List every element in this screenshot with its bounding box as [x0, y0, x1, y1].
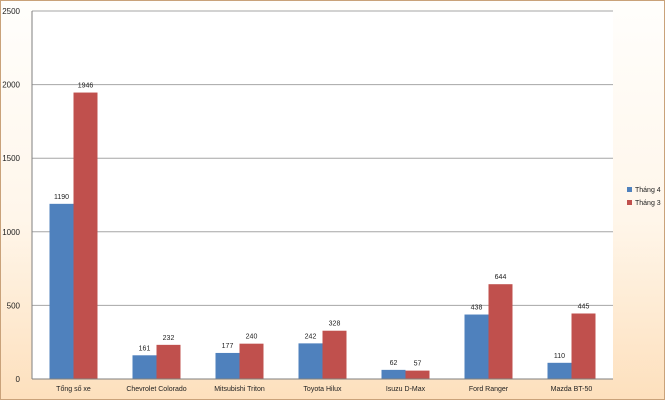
data-label: 1190 — [54, 194, 69, 201]
bar-thang-4 — [132, 355, 157, 379]
bar-thang-3 — [322, 330, 347, 379]
data-label: 644 — [495, 274, 507, 281]
legend: Tháng 4 Tháng 3 — [627, 187, 661, 207]
data-label: 328 — [329, 321, 341, 328]
bar-thang-4 — [381, 369, 406, 379]
bar-thang-4 — [298, 343, 323, 379]
data-label: 161 — [139, 345, 151, 352]
data-label: 438 — [471, 305, 483, 312]
data-labels: 1190 1946 161 232 177 240 242 328 62 57 438 644 110 4… — [54, 83, 589, 368]
bar-thang-4 — [215, 352, 240, 379]
bar-thang-4 — [464, 314, 489, 379]
y-tick-label: 2500 — [2, 7, 20, 16]
x-category-label: Toyota Hilux — [303, 386, 342, 393]
x-category-label: Ford Ranger — [469, 386, 509, 393]
plot-area — [32, 11, 613, 379]
data-label: 57 — [414, 361, 422, 368]
bar-thang-3 — [571, 313, 596, 379]
y-tick-label: 0 — [16, 375, 21, 384]
gridlines — [32, 10, 613, 306]
bar-thang-3 — [156, 344, 181, 379]
data-label: 232 — [163, 335, 175, 342]
data-label: 240 — [246, 334, 258, 341]
bar-thang-3 — [405, 370, 430, 379]
x-category-label: Mazda BT-50 — [551, 386, 593, 393]
x-axis-category-labels: Tổng số xe Chevrolet Colorado Mitsubishi T… — [56, 384, 592, 393]
y-axis-tick-labels: 0 500 1000 1500 2000 2500 — [2, 7, 20, 384]
bar-thang-3 — [239, 343, 264, 379]
x-category-label: Chevrolet Colorado — [126, 386, 186, 393]
y-tick-label: 500 — [7, 301, 21, 310]
x-category-label: Mitsubishi Triton — [214, 386, 265, 393]
data-label: 177 — [222, 343, 234, 350]
data-label: 445 — [578, 303, 590, 310]
bars — [49, 92, 596, 379]
data-label: 242 — [305, 333, 317, 340]
data-label: 110 — [554, 353, 565, 360]
x-category-label: Isuzu D-Max — [386, 386, 426, 393]
bar-thang-3 — [73, 92, 98, 379]
bar-thang-3 — [488, 284, 513, 379]
bar-thang-4 — [547, 362, 572, 379]
bar-thang-4 — [49, 203, 74, 379]
y-tick-label: 2000 — [2, 81, 20, 90]
x-category-label: Tổng số xe — [56, 384, 91, 393]
legend-swatch — [627, 187, 632, 192]
y-tick-label: 1500 — [2, 154, 20, 163]
data-label: 62 — [390, 360, 398, 367]
y-tick-label: 1000 — [2, 228, 20, 237]
legend-label: Tháng 3 — [635, 200, 661, 207]
legend-label: Tháng 4 — [635, 187, 661, 194]
data-label: 1946 — [78, 83, 94, 90]
legend-swatch — [627, 200, 632, 205]
